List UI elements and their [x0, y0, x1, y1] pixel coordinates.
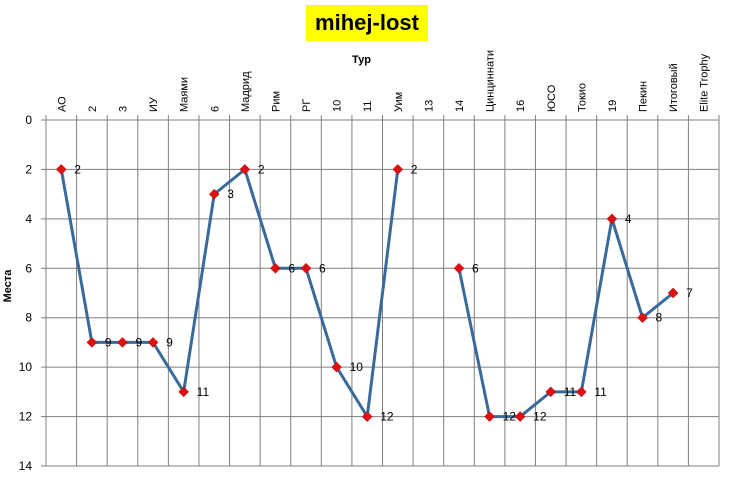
x-tick-label: 14 — [454, 100, 466, 112]
data-label: 11 — [564, 385, 577, 399]
x-tick-label: Уим — [393, 92, 405, 112]
data-point-marker — [514, 411, 526, 422]
x-tick-label: Мадрид — [240, 71, 252, 112]
y-tick-label: 10 — [19, 360, 33, 374]
y-tick-label: 12 — [19, 410, 33, 424]
x-tick-label: 2 — [87, 106, 99, 112]
data-label: 12 — [380, 410, 394, 424]
y-tick-label: 6 — [25, 261, 32, 275]
data-label: 6 — [288, 261, 295, 275]
x-tick-label: Рим — [270, 91, 282, 112]
data-label: 10 — [350, 360, 364, 374]
data-point-marker — [331, 361, 342, 373]
data-label: 6 — [472, 261, 479, 275]
data-point-marker — [117, 337, 128, 348]
x-tick-label: Elite Trophy — [699, 53, 711, 112]
data-label: 3 — [227, 187, 234, 201]
data-label: 2 — [258, 162, 265, 176]
data-point-marker — [484, 411, 495, 422]
y-tick-label: 0 — [25, 113, 32, 127]
data-label: 11 — [594, 385, 607, 399]
data-point-marker — [147, 337, 159, 348]
data-point-marker — [55, 164, 67, 175]
data-point-marker — [637, 312, 648, 324]
chart-title-box: mihej-lost — [306, 5, 428, 41]
x-tick-label: ИУ — [148, 96, 160, 112]
x-tick-label: 3 — [117, 106, 129, 112]
y-tick-label: 8 — [25, 311, 32, 325]
x-tick-label: 13 — [423, 100, 435, 112]
data-point-marker — [575, 386, 587, 398]
data-label: 9 — [135, 335, 142, 349]
data-label: 8 — [656, 311, 663, 325]
data-point-marker — [178, 386, 190, 398]
data-label: 2 — [74, 162, 81, 176]
x-tick-label: РГ — [301, 99, 313, 112]
x-tick-label: Пекин — [638, 81, 650, 112]
data-label: 4 — [625, 212, 632, 226]
x-tick-label: АО — [56, 96, 68, 112]
x-tick-label: ЮСО — [546, 84, 558, 112]
data-point-marker — [208, 188, 220, 200]
data-label: 2 — [411, 162, 418, 176]
data-label: 11 — [197, 385, 210, 399]
data-label: 9 — [166, 335, 173, 349]
x-tick-label: 10 — [332, 100, 344, 112]
data-label: 12 — [533, 410, 547, 424]
data-point-marker — [300, 262, 312, 274]
data-point-marker — [270, 262, 281, 274]
x-tick-label: 11 — [362, 101, 374, 112]
x-tick-label: 19 — [607, 100, 619, 112]
data-point-marker — [453, 262, 465, 274]
x-tick-label: 6 — [209, 106, 221, 112]
x-axis-label: Тур — [352, 54, 371, 66]
data-point-marker — [86, 337, 98, 348]
data-point-marker — [606, 213, 618, 225]
data-point-marker — [239, 164, 251, 175]
data-label: 6 — [319, 261, 326, 275]
data-point-marker — [361, 411, 373, 422]
x-tick-label: Маями — [179, 77, 191, 112]
data-label: 12 — [503, 410, 517, 424]
y-tick-label: 14 — [19, 459, 33, 473]
y-tick-label: 4 — [25, 212, 32, 226]
y-tick-label: 2 — [25, 162, 32, 176]
x-tick-label: Цинциннати — [485, 50, 497, 112]
data-point-marker — [545, 386, 557, 398]
x-tick-label: Токио — [576, 83, 588, 112]
data-point-marker — [392, 164, 404, 175]
chart-title: mihej-lost — [315, 10, 419, 35]
data-point-marker — [667, 287, 679, 299]
data-label: 7 — [686, 286, 693, 300]
x-tick-label: 16 — [515, 100, 527, 112]
x-tick-label: Итоговый — [668, 63, 680, 112]
data-label: 9 — [105, 335, 112, 349]
